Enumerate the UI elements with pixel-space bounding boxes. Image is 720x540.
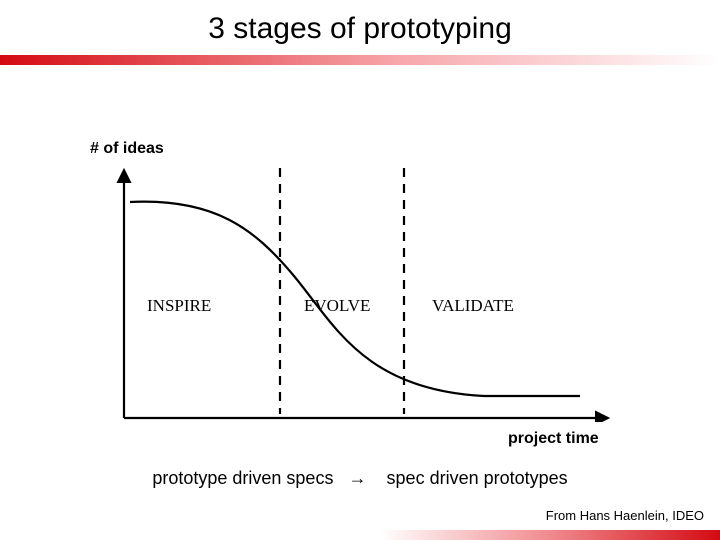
title-underline-bar [0,55,720,65]
attribution: From Hans Haenlein, IDEO [546,508,704,523]
x-axis-label: project time [508,430,599,448]
stage-label-validate: VALIDATE [432,296,514,316]
y-axis-label: # of ideas [90,140,164,158]
stages-chart [104,168,614,422]
stage-label-evolve: EVOLVE [304,296,370,316]
stage-label-inspire: INSPIRE [147,296,211,316]
caption-arrow-icon: → [349,468,367,488]
caption-left: prototype driven specs [152,468,333,488]
caption: prototype driven specs → spec driven pro… [0,468,720,489]
page-title: 3 stages of prototyping [0,12,720,46]
caption-right: spec driven prototypes [387,468,568,488]
footer-bar [380,530,720,540]
